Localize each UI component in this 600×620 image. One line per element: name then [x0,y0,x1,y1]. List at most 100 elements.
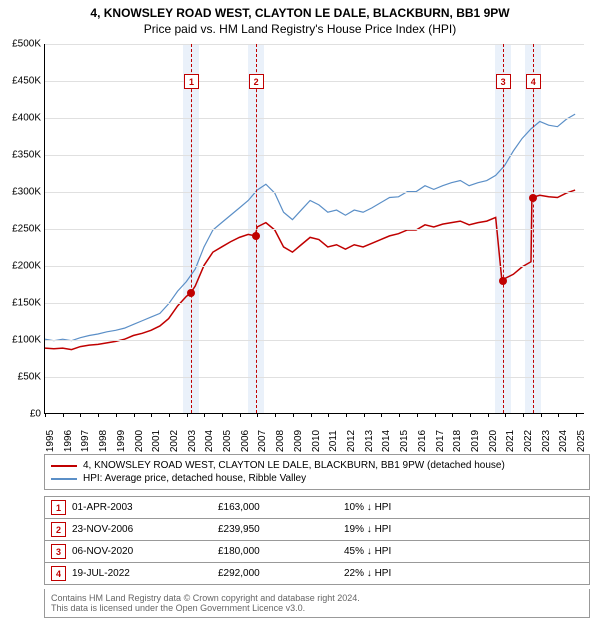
x-tick [63,413,64,417]
y-axis-label: £100K [12,335,41,346]
x-axis-label: 2013 [364,430,375,452]
x-axis-label: 2016 [417,430,428,452]
x-tick [576,413,577,417]
footer-attribution: Contains HM Land Registry data © Crown c… [44,589,590,618]
x-tick [80,413,81,417]
series-line [45,114,575,341]
x-tick [558,413,559,417]
x-axis-label: 2005 [222,430,233,452]
chart-subtitle: Price paid vs. HM Land Registry's House … [0,22,600,36]
x-axis-label: 2009 [293,430,304,452]
table-row: 1 01-APR-2003 £163,000 10% ↓ HPI [45,496,589,518]
event-number: 1 [51,500,66,515]
event-price: £292,000 [218,568,338,579]
x-tick [470,413,471,417]
event-line [191,44,192,413]
event-date: 19-JUL-2022 [72,568,212,579]
x-tick [116,413,117,417]
x-tick [187,413,188,417]
x-axis-label: 2002 [169,430,180,452]
x-tick [328,413,329,417]
event-price: £239,950 [218,524,338,535]
event-date: 23-NOV-2006 [72,524,212,535]
legend-label: HPI: Average price, detached house, Ribb… [83,473,306,484]
x-axis-label: 2019 [470,430,481,452]
x-axis-label: 2015 [399,430,410,452]
legend-row: 4, KNOWSLEY ROAD WEST, CLAYTON LE DALE, … [51,459,583,472]
event-dot [187,289,195,297]
event-number: 3 [51,544,66,559]
x-axis-label: 2023 [541,430,552,452]
event-diff: 22% ↓ HPI [344,568,583,579]
x-axis-label: 2025 [576,430,587,452]
event-price: £163,000 [218,502,338,513]
y-axis-label: £500K [12,39,41,50]
chart-title-block: 4, KNOWSLEY ROAD WEST, CLAYTON LE DALE, … [0,0,600,36]
chart-title: 4, KNOWSLEY ROAD WEST, CLAYTON LE DALE, … [0,6,600,20]
x-tick [204,413,205,417]
event-line [503,44,504,413]
x-tick [505,413,506,417]
x-tick [399,413,400,417]
event-date: 01-APR-2003 [72,502,212,513]
x-tick [134,413,135,417]
x-tick [151,413,152,417]
x-axis-label: 2018 [452,430,463,452]
event-number-box: 1 [184,74,199,89]
y-axis-label: £150K [12,298,41,309]
y-axis-label: £50K [18,372,41,383]
event-dot [499,277,507,285]
legend-label: 4, KNOWSLEY ROAD WEST, CLAYTON LE DALE, … [83,460,505,471]
x-tick [311,413,312,417]
event-diff: 45% ↓ HPI [344,546,583,557]
y-axis-label: £450K [12,76,41,87]
event-number-box: 3 [496,74,511,89]
event-diff: 10% ↓ HPI [344,502,583,513]
x-axis-label: 2020 [488,430,499,452]
x-tick [240,413,241,417]
footer-line1: Contains HM Land Registry data © Crown c… [51,593,583,603]
x-axis-label: 2003 [187,430,198,452]
x-tick [452,413,453,417]
legend-swatch [51,465,77,467]
series-line [45,190,575,349]
x-axis-label: 2004 [204,430,215,452]
event-price: £180,000 [218,546,338,557]
footer-line2: This data is licensed under the Open Gov… [51,603,583,613]
x-axis-label: 2000 [134,430,145,452]
x-axis-label: 2024 [558,430,569,452]
plot-area: £0£50K£100K£150K£200K£250K£300K£350K£400… [44,44,584,414]
x-tick [293,413,294,417]
y-axis-label: £400K [12,113,41,124]
x-axis-label: 2011 [328,430,339,452]
y-axis-label: £0 [30,409,41,420]
event-date: 06-NOV-2020 [72,546,212,557]
event-number-box: 2 [249,74,264,89]
x-tick [257,413,258,417]
x-tick [381,413,382,417]
x-tick [541,413,542,417]
x-tick [435,413,436,417]
event-number-box: 4 [526,74,541,89]
event-line [533,44,534,413]
y-axis-label: £350K [12,150,41,161]
event-line [256,44,257,413]
events-table: 101-APR-2003£163,00010% ↓ HPI223-NOV-200… [44,496,590,585]
legend-swatch [51,478,77,480]
x-axis-label: 1998 [98,430,109,452]
x-axis-label: 2007 [257,430,268,452]
x-tick [346,413,347,417]
event-dot [529,194,537,202]
x-axis-label: 2001 [151,430,162,452]
x-tick [417,413,418,417]
x-axis-label: 2012 [346,430,357,452]
table-row: 3 06-NOV-2020 £180,000 45% ↓ HPI [45,540,589,562]
chart-container: 4, KNOWSLEY ROAD WEST, CLAYTON LE DALE, … [0,0,600,618]
x-tick [45,413,46,417]
x-tick [488,413,489,417]
x-axis-label: 2006 [240,430,251,452]
x-tick [364,413,365,417]
table-row: 223-NOV-2006£239,95019% ↓ HPI [45,518,589,540]
x-tick [222,413,223,417]
legend-row: HPI: Average price, detached house, Ribb… [51,472,583,485]
